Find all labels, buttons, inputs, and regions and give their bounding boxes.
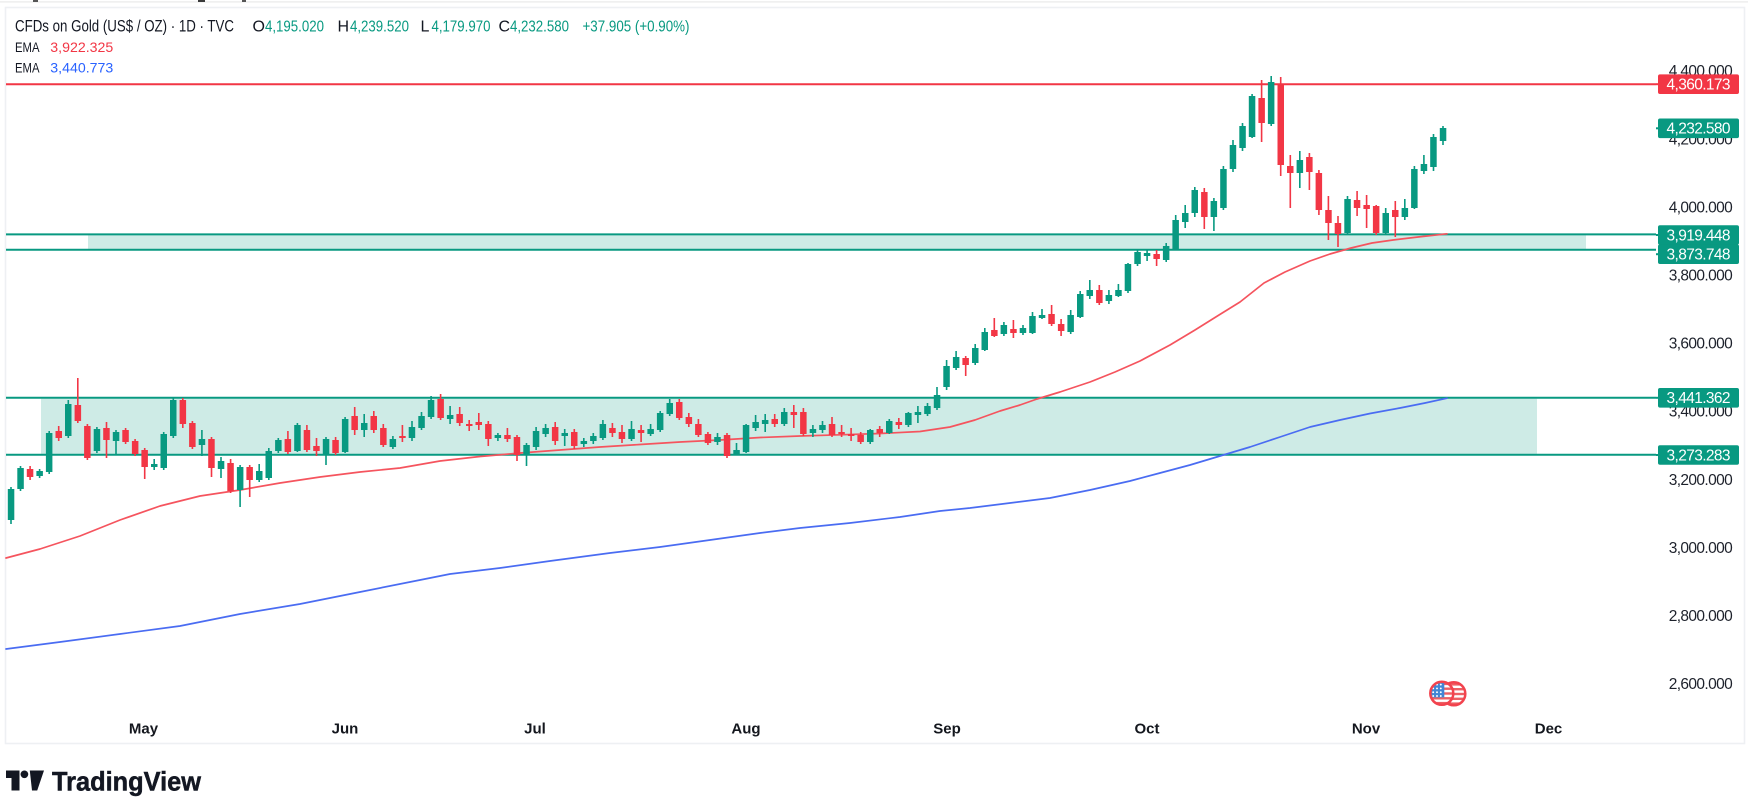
- svg-text:Jul: Jul: [524, 721, 546, 738]
- svg-text:C: C: [499, 19, 511, 36]
- svg-text:4,000.000: 4,000.000: [1669, 199, 1733, 216]
- svg-text:3,000.000: 3,000.000: [1669, 540, 1733, 557]
- svg-text:3,200.000: 3,200.000: [1669, 472, 1733, 489]
- svg-text:H: H: [338, 19, 350, 36]
- svg-text:4,239.520: 4,239.520: [350, 19, 409, 36]
- svg-text:3,600.000: 3,600.000: [1669, 335, 1733, 352]
- svg-text:3,919.448: 3,919.448: [1667, 227, 1731, 244]
- svg-text:3,400.000: 3,400.000: [1669, 403, 1733, 420]
- svg-text:May: May: [129, 721, 159, 738]
- svg-text:2,800.000: 2,800.000: [1669, 608, 1733, 625]
- svg-text:Sep: Sep: [933, 721, 961, 738]
- svg-text:3,440.773: 3,440.773: [50, 61, 113, 76]
- svg-text:3,800.000: 3,800.000: [1669, 267, 1733, 284]
- svg-text:4,179.970: 4,179.970: [432, 19, 491, 36]
- svg-text:3,873.748: 3,873.748: [1667, 247, 1731, 264]
- svg-text:4,360.173: 4,360.173: [1667, 77, 1731, 94]
- svg-text:3,922.325: 3,922.325: [50, 40, 113, 55]
- svg-text:4,195.020: 4,195.020: [265, 19, 324, 36]
- svg-text:3,441.362: 3,441.362: [1667, 390, 1731, 407]
- svg-text:TradingView: TradingView: [52, 767, 202, 797]
- svg-text:Dec: Dec: [1535, 721, 1563, 738]
- svg-text:L: L: [421, 19, 430, 36]
- svg-text:EMA: EMA: [15, 61, 40, 76]
- svg-text:2,600.000: 2,600.000: [1669, 676, 1733, 693]
- svg-text:4,232.580: 4,232.580: [1667, 121, 1731, 138]
- svg-text:Nov: Nov: [1352, 721, 1381, 738]
- svg-text:Jun: Jun: [332, 721, 359, 738]
- svg-text:CFDs on Gold (US$ / OZ) · 1D ·: CFDs on Gold (US$ / OZ) · 1D · TVC: [15, 18, 234, 36]
- svg-text:EMA: EMA: [15, 40, 40, 55]
- svg-text:Oct: Oct: [1134, 721, 1159, 738]
- svg-text:3,273.283: 3,273.283: [1667, 447, 1731, 464]
- svg-text:Aug: Aug: [731, 721, 760, 738]
- svg-text:+37.905 (+0.90%): +37.905 (+0.90%): [583, 19, 690, 36]
- svg-text:O: O: [253, 19, 265, 36]
- svg-text:4,232.580: 4,232.580: [510, 19, 569, 36]
